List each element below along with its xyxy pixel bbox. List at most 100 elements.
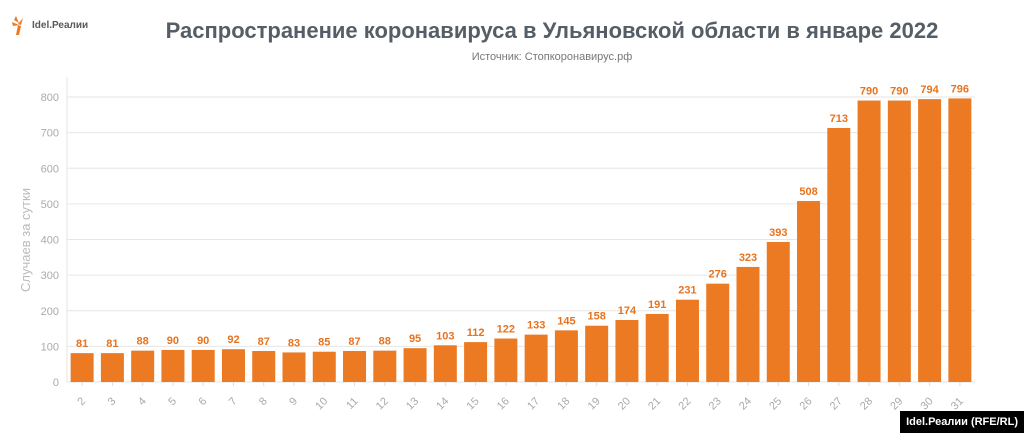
logo-icon xyxy=(12,16,23,35)
x-tick-label: 26 xyxy=(798,395,815,412)
bar xyxy=(706,283,730,382)
data-label: 122 xyxy=(497,324,515,336)
bar xyxy=(675,299,699,382)
bar xyxy=(736,266,760,382)
y-tick-label: 500 xyxy=(41,199,59,211)
x-tick-label: 6 xyxy=(197,395,210,408)
data-label: 88 xyxy=(379,336,391,348)
y-tick-label: 600 xyxy=(41,163,59,175)
x-tick-label: 21 xyxy=(646,395,663,412)
bar xyxy=(887,100,911,382)
x-tick-label: 27 xyxy=(828,395,845,412)
bar xyxy=(70,353,94,382)
bar xyxy=(615,320,639,382)
bar xyxy=(585,325,609,382)
x-tick-label: 24 xyxy=(737,395,754,412)
x-tick-label: 28 xyxy=(858,395,875,412)
logo-text: Idel.Реалии xyxy=(32,19,89,31)
footer-credit: Idel.Реалии (RFE/RL) xyxy=(900,411,1024,433)
bar xyxy=(948,98,972,383)
bar xyxy=(797,201,821,382)
bar xyxy=(857,100,881,382)
y-tick-label: 400 xyxy=(41,235,59,247)
data-label: 81 xyxy=(106,338,118,350)
y-axis-label: Случаев за сутки xyxy=(18,188,33,292)
x-tick-label: 2 xyxy=(75,395,88,408)
x-tick-label: 29 xyxy=(888,395,905,412)
bar xyxy=(464,342,488,382)
bar xyxy=(191,349,215,382)
x-tick-label: 15 xyxy=(465,395,482,412)
chart-subtitle: Источник: Стопкоронавирус.рф xyxy=(471,51,633,63)
data-label: 112 xyxy=(467,327,485,339)
x-tick-label: 22 xyxy=(676,395,693,412)
bar xyxy=(827,127,851,383)
x-tick-label: 30 xyxy=(919,395,936,412)
x-tick-label: 7 xyxy=(227,395,240,408)
x-tick-label: 11 xyxy=(344,395,361,412)
bar xyxy=(645,313,669,382)
data-label: 393 xyxy=(769,227,787,239)
data-label: 174 xyxy=(618,305,637,317)
y-tick-label: 0 xyxy=(53,377,59,389)
bar xyxy=(403,348,427,382)
data-label: 87 xyxy=(258,336,270,348)
bar xyxy=(312,351,336,382)
bar xyxy=(524,334,548,382)
logo: Idel.Реалии xyxy=(10,14,88,36)
x-tick-label: 3 xyxy=(106,395,119,408)
data-label: 81 xyxy=(76,338,88,350)
bar xyxy=(554,330,578,382)
data-label: 85 xyxy=(318,337,330,349)
x-tick-label: 20 xyxy=(616,395,633,412)
data-label: 231 xyxy=(678,285,696,297)
x-tick-label: 14 xyxy=(434,395,451,412)
bar xyxy=(766,241,790,382)
data-label: 508 xyxy=(799,186,817,198)
x-tick-label: 10 xyxy=(313,395,330,412)
bar xyxy=(161,349,185,382)
data-label: 83 xyxy=(288,337,300,349)
x-tick-label: 8 xyxy=(257,395,270,408)
bar xyxy=(373,350,397,382)
x-tick-label: 16 xyxy=(495,395,512,412)
bar xyxy=(918,99,942,382)
x-tick-label: 9 xyxy=(287,395,300,408)
y-tick-label: 300 xyxy=(41,270,59,282)
chart-title: Распространение коронавируса в Ульяновск… xyxy=(165,18,939,43)
x-tick-label: 12 xyxy=(374,395,391,412)
bar xyxy=(433,345,457,382)
y-tick-label: 200 xyxy=(41,306,59,318)
data-label: 133 xyxy=(527,320,545,332)
x-tick-label: 17 xyxy=(525,395,542,412)
x-tick-label: 4 xyxy=(136,395,149,408)
x-tick-label: 18 xyxy=(555,395,572,412)
data-label: 794 xyxy=(920,84,939,96)
x-tick-label: 19 xyxy=(586,395,603,412)
data-label: 90 xyxy=(167,335,179,347)
y-tick-label: 800 xyxy=(41,92,59,104)
data-label: 276 xyxy=(709,269,727,281)
data-label: 796 xyxy=(951,83,969,95)
data-label: 191 xyxy=(648,299,666,311)
data-label: 790 xyxy=(890,86,908,98)
data-label: 103 xyxy=(436,330,454,342)
y-tick-label: 100 xyxy=(41,341,59,353)
bar xyxy=(343,351,367,382)
bar xyxy=(100,353,124,382)
bar xyxy=(221,349,245,382)
data-label: 790 xyxy=(860,86,878,98)
data-label: 87 xyxy=(348,336,360,348)
data-label: 323 xyxy=(739,252,757,264)
data-label: 90 xyxy=(197,335,209,347)
y-tick-label: 700 xyxy=(41,128,59,140)
bar xyxy=(252,351,276,382)
bar xyxy=(282,352,306,382)
data-label: 88 xyxy=(137,336,149,348)
bar xyxy=(131,350,155,382)
data-label: 713 xyxy=(830,113,848,125)
data-label: 92 xyxy=(227,334,239,346)
data-label: 95 xyxy=(409,333,421,345)
data-label: 145 xyxy=(557,315,575,327)
